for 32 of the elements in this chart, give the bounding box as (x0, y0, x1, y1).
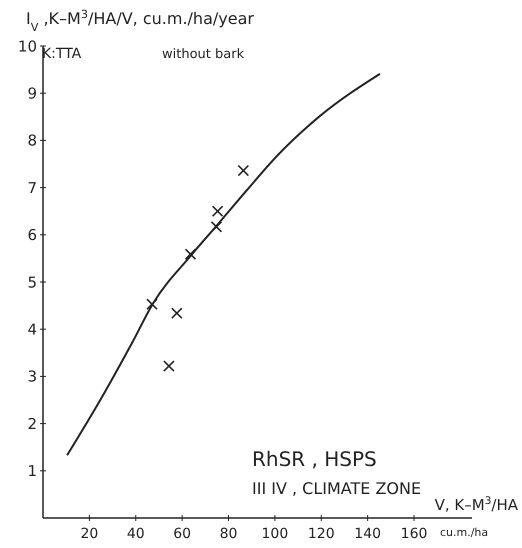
y-tick-label: 9 (27, 84, 37, 102)
x-tick-label: 20 (80, 526, 98, 542)
point (238, 164, 250, 176)
annotation: K:TTA (42, 46, 82, 62)
annotation: III IV , CLIMATE ZONE (252, 479, 422, 498)
annotation: RhSR , HSPS (252, 447, 377, 471)
x-axis-title: V, K–M$^{3}$/HA (434, 495, 519, 514)
x-tick-label: 100 (262, 526, 288, 542)
text: cu.m./ha (440, 526, 488, 539)
y-tick-label: 5 (27, 273, 37, 292)
y-axis-title: I$_{V}$ ,K–M$^{3}$/HA/V, cu.m./ha/year (26, 8, 254, 34)
y-tick-label: 1 (27, 462, 37, 480)
y-tick-label: 10 (18, 37, 37, 56)
point (146, 298, 158, 310)
point (210, 220, 222, 233)
y-tick-label: 8 (27, 132, 37, 150)
annotation: without bark (162, 47, 245, 62)
x-tick-label: 140 (354, 526, 382, 542)
y-tick-label: 4 (27, 320, 37, 338)
point (212, 205, 224, 217)
point (171, 307, 183, 319)
point (163, 360, 175, 372)
x-tick-label: 60 (173, 526, 192, 542)
y-tick-label: 3 (27, 368, 37, 386)
point (184, 248, 196, 260)
x-tick-label: 120 (308, 526, 335, 542)
y-tick-label: 7 (27, 178, 37, 197)
y-tick-label: 2 (27, 414, 37, 433)
x-tick-label: 160 (400, 526, 428, 542)
x-tick-label: 40 (126, 526, 145, 542)
x-tick-label: 80 (220, 526, 238, 542)
y-tick-label: 6 (27, 226, 37, 244)
